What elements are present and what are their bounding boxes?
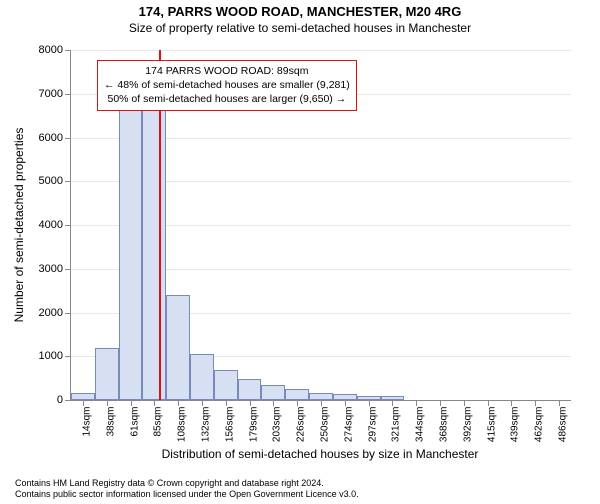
- x-tick: [535, 400, 536, 406]
- y-tick-label: 3000: [13, 263, 63, 275]
- x-tick-label: 321sqm: [391, 407, 402, 443]
- x-tick-label: 226sqm: [296, 407, 307, 443]
- y-tick-label: 8000: [13, 44, 63, 56]
- y-tick: [65, 400, 71, 401]
- page-subtitle: Size of property relative to semi-detach…: [0, 21, 600, 35]
- y-tick-label: 5000: [13, 175, 63, 187]
- x-tick: [511, 400, 512, 406]
- x-tick: [559, 400, 560, 406]
- histogram-bar: [238, 379, 262, 400]
- y-tick-label: 2000: [13, 307, 63, 319]
- x-tick: [131, 400, 132, 406]
- y-tick: [65, 269, 71, 270]
- y-tick: [65, 50, 71, 51]
- x-tick-label: 415sqm: [486, 407, 497, 443]
- x-tick: [369, 400, 370, 406]
- histogram-bar: [214, 370, 238, 400]
- footer-line1: Contains HM Land Registry data © Crown c…: [15, 478, 590, 489]
- annotation-box: 174 PARRS WOOD ROAD: 89sqm← 48% of semi-…: [97, 60, 357, 111]
- histogram-bar: [261, 385, 285, 400]
- annotation-line: 174 PARRS WOOD ROAD: 89sqm: [104, 64, 350, 78]
- footer-attribution: Contains HM Land Registry data © Crown c…: [15, 478, 590, 501]
- y-tick-label: 1000: [13, 350, 63, 362]
- x-tick-label: 297sqm: [367, 407, 378, 443]
- histogram-chart: Number of semi-detached properties 01000…: [70, 50, 571, 401]
- page-title: 174, PARRS WOOD ROAD, MANCHESTER, M20 4R…: [0, 4, 600, 19]
- x-tick: [416, 400, 417, 406]
- histogram-bar: [309, 393, 333, 400]
- x-tick-label: 14sqm: [81, 407, 92, 437]
- histogram-bar: [166, 295, 190, 400]
- x-tick-label: 392sqm: [462, 407, 473, 443]
- x-tick-label: 108sqm: [177, 407, 188, 443]
- x-tick-label: 132sqm: [200, 407, 211, 443]
- histogram-bar: [95, 348, 119, 401]
- x-tick-label: 274sqm: [343, 407, 354, 443]
- x-tick-label: 462sqm: [534, 407, 545, 443]
- y-tick: [65, 138, 71, 139]
- x-tick: [226, 400, 227, 406]
- x-tick-label: 344sqm: [415, 407, 426, 443]
- x-tick: [107, 400, 108, 406]
- y-tick-label: 0: [13, 394, 63, 406]
- histogram-bar: [285, 389, 309, 400]
- annotation-line: 50% of semi-detached houses are larger (…: [104, 92, 350, 106]
- histogram-bar: [190, 354, 214, 400]
- x-tick: [464, 400, 465, 406]
- y-tick: [65, 356, 71, 357]
- histogram-bar: [142, 68, 166, 401]
- x-tick-label: 250sqm: [320, 407, 331, 443]
- x-tick-label: 203sqm: [272, 407, 283, 443]
- y-tick-label: 6000: [13, 132, 63, 144]
- x-tick-label: 179sqm: [248, 407, 259, 443]
- y-tick-label: 4000: [13, 219, 63, 231]
- x-tick-label: 61sqm: [129, 407, 140, 437]
- x-tick-label: 486sqm: [558, 407, 569, 443]
- x-tick: [83, 400, 84, 406]
- x-tick: [178, 400, 179, 406]
- x-tick: [250, 400, 251, 406]
- x-tick: [297, 400, 298, 406]
- x-tick-label: 85sqm: [153, 407, 164, 437]
- grid-line: [71, 50, 571, 51]
- x-tick: [440, 400, 441, 406]
- histogram-bar: [119, 103, 143, 401]
- y-tick: [65, 181, 71, 182]
- x-tick-label: 156sqm: [224, 407, 235, 443]
- x-tick: [202, 400, 203, 406]
- x-tick-label: 368sqm: [439, 407, 450, 443]
- x-tick: [154, 400, 155, 406]
- y-tick: [65, 94, 71, 95]
- y-tick-label: 7000: [13, 88, 63, 100]
- footer-line2: Contains public sector information licen…: [15, 489, 590, 500]
- annotation-line: ← 48% of semi-detached houses are smalle…: [104, 78, 350, 92]
- x-tick: [321, 400, 322, 406]
- x-axis-title: Distribution of semi-detached houses by …: [70, 447, 570, 461]
- x-tick: [392, 400, 393, 406]
- x-tick-label: 38sqm: [105, 407, 116, 437]
- x-tick: [273, 400, 274, 406]
- y-tick: [65, 225, 71, 226]
- x-tick-label: 439sqm: [510, 407, 521, 443]
- x-tick: [345, 400, 346, 406]
- x-tick: [488, 400, 489, 406]
- y-tick: [65, 313, 71, 314]
